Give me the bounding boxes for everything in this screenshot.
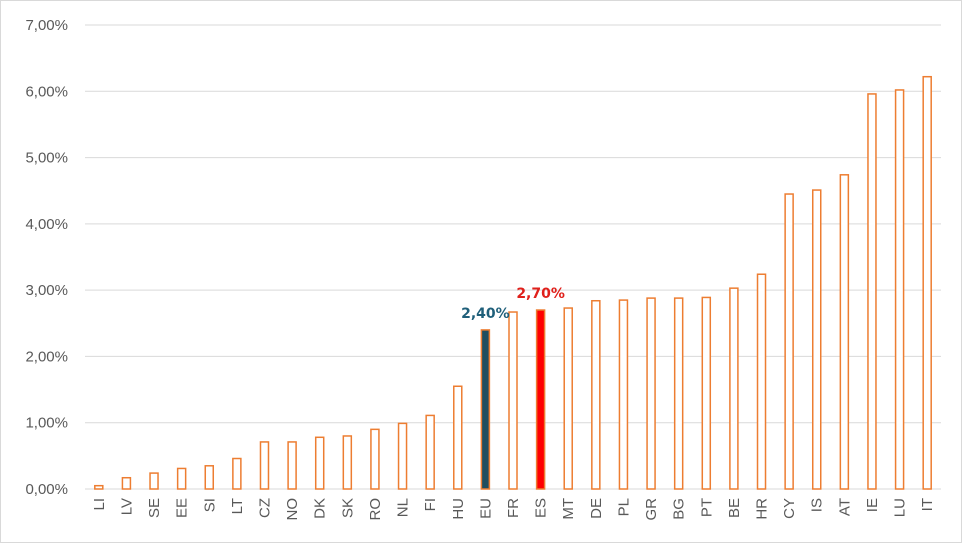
x-tick-label: MT [560,498,577,520]
x-tick-label: IS [809,498,826,512]
bar-hu [453,385,463,490]
bar-gr [646,297,656,490]
x-tick-label: BG [671,498,688,520]
bar-dk [314,436,325,490]
x-tick-label: HR [754,498,771,520]
x-tick-label: PL [615,498,632,516]
bar-cy [784,193,794,490]
x-tick-label: IE [864,498,881,512]
x-tick-label: IT [919,498,936,511]
bars [94,75,932,490]
data-label-es: 2,70% [516,286,565,302]
data-label-eu: 2,40% [461,306,510,322]
bar-sk [342,435,353,490]
x-tick-label: LT [229,498,246,514]
bar-ie [867,93,877,490]
y-tick-label: 2,00% [25,348,68,365]
x-tick-label: EE [174,498,191,518]
bar-ee [176,467,187,490]
bar-es [535,309,546,490]
bar-lv [121,476,132,490]
x-tick-label: DE [588,498,605,519]
bar-pt [701,296,712,490]
bar-li [94,484,104,490]
x-tick-label: FI [422,498,439,511]
y-tick-label: 3,00% [25,282,68,299]
bar-se [149,472,159,490]
bar-hr [756,273,767,490]
bar-no [287,441,297,490]
x-tick-label: SE [146,498,163,518]
x-tick-label: GR [643,498,660,521]
x-tick-label: LU [892,498,909,517]
bar-it [922,75,932,490]
x-tick-label: CZ [256,498,273,518]
y-tick-label: 7,00% [25,17,68,34]
bar-de [591,299,601,490]
bar-eu [480,329,491,490]
bar-pl [618,299,629,490]
x-tick-label: LV [118,498,135,515]
bar-nl [397,422,408,490]
y-tick-label: 5,00% [25,150,68,167]
bar-lt [232,457,242,490]
bar-at [839,174,850,490]
x-tick-label: PT [698,498,715,517]
bar-fi [425,414,435,490]
x-tick-label: AT [836,498,853,516]
bar-lu [894,89,905,490]
x-tick-label: BE [726,498,743,518]
bar-ro [370,428,380,490]
x-tick-label: EU [477,498,494,519]
y-tick-label: 1,00% [25,415,68,432]
bar-cz [259,441,270,490]
x-tick-label: ES [533,498,550,518]
x-tick-label: FR [505,498,522,518]
x-tick-label: SK [339,498,356,518]
bar-bg [673,297,684,490]
y-tick-label: 0,00% [25,481,68,498]
data-labels: 2,40% 2,70% [461,286,565,322]
y-tick-label: 6,00% [25,83,68,100]
x-tick-label: CY [781,498,798,519]
y-axis-ticks: 0,00% 1,00% 2,00% 3,00% 4,00% 5,00% 6,00% 7,00% [25,17,68,498]
bar-fr [508,311,518,490]
x-tick-label: RO [367,498,384,521]
bar-be [729,287,739,490]
x-tick-label: NO [284,498,301,521]
bar-si [204,465,215,490]
x-axis-ticks: LI LV SE EE SI LT CZ NO DK SK RO NL FI HU EU FR ES MT DE PL… [91,498,936,521]
x-tick-label: DK [312,498,329,519]
bar-mt [563,307,573,490]
x-tick-label: SI [201,498,218,512]
bar-is [811,189,822,490]
y-tick-label: 4,00% [25,216,68,233]
x-tick-label: NL [395,498,412,517]
x-tick-label: HU [450,498,467,520]
x-tick-label: LI [91,498,108,511]
